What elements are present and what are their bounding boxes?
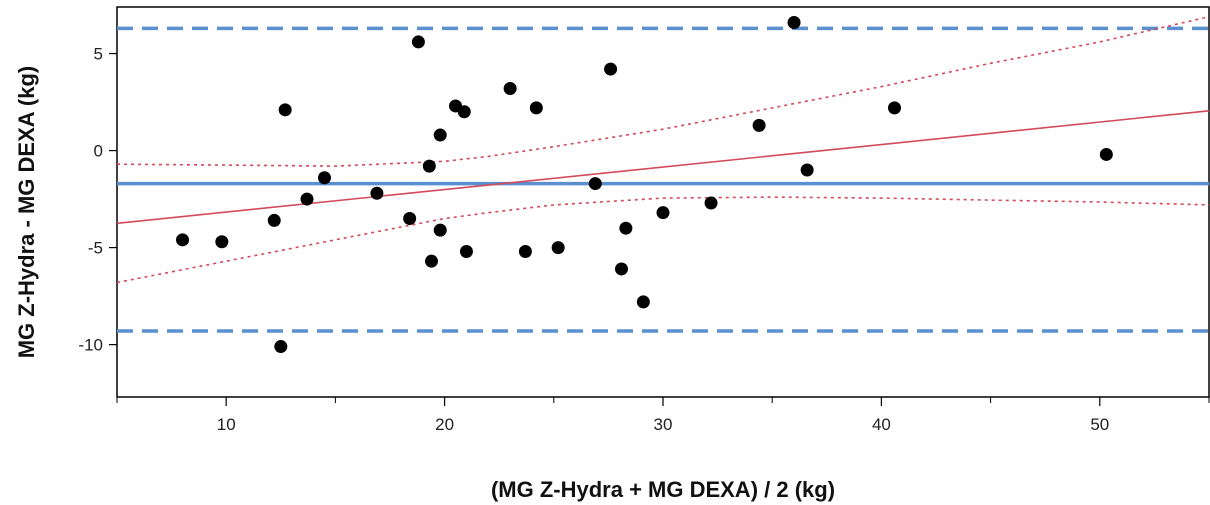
data-point [615, 262, 629, 276]
data-point [752, 118, 766, 132]
x-tick-label: 10 [217, 415, 236, 434]
x-tick-label: 20 [435, 415, 454, 434]
data-point [529, 101, 543, 115]
data-point [787, 16, 801, 30]
y-axis-title: MG Z-Hydra - MG DEXA (kg) [14, 66, 39, 359]
data-point [267, 213, 281, 227]
x-tick-label: 40 [872, 415, 891, 434]
y-tick-label: 5 [94, 45, 103, 64]
data-point [888, 101, 902, 115]
data-point [551, 241, 565, 255]
y-tick-label: -5 [88, 239, 103, 258]
data-point [433, 128, 447, 142]
y-tick-label: 0 [94, 142, 103, 161]
data-point [619, 221, 633, 235]
data-point [457, 105, 471, 119]
data-point [1099, 147, 1113, 161]
data-point [424, 254, 438, 268]
regression-line [116, 110, 1210, 225]
data-point [317, 171, 331, 185]
data-point [704, 196, 718, 210]
data-point [411, 35, 425, 49]
data-point [588, 177, 602, 191]
x-tick-label: 30 [654, 415, 673, 434]
data-point [636, 295, 650, 309]
data-point [300, 192, 314, 206]
data-point [518, 244, 532, 258]
data-point [176, 233, 190, 247]
data-point [370, 186, 384, 200]
data-point [274, 340, 288, 354]
data-point [422, 159, 436, 173]
y-tick-label: -10 [78, 336, 103, 355]
data-point [656, 206, 670, 220]
data-point [433, 223, 447, 237]
data-point [800, 163, 814, 177]
x-axis-title: (MG Z-Hydra + MG DEXA) / 2 (kg) [491, 477, 835, 502]
plot-frame [116, 6, 1210, 398]
confidence-band-lower [116, 196, 1210, 284]
data-point [403, 211, 417, 225]
data-point [459, 244, 473, 258]
x-tick-label: 50 [1090, 415, 1109, 434]
data-point [503, 81, 517, 95]
data-point [278, 103, 292, 117]
data-point [604, 62, 618, 76]
data-point [215, 235, 229, 249]
confidence-band-upper [116, 15, 1210, 167]
